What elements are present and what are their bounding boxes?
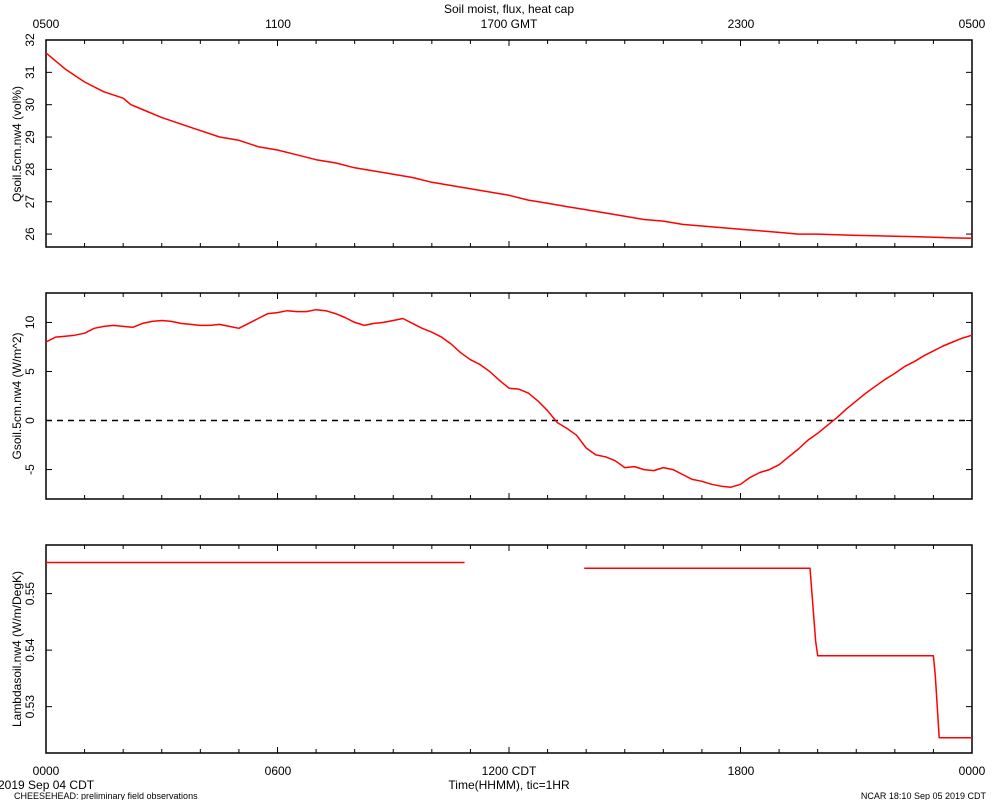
ylabel-flux: Gsoil.5cm.nw4 (W/m^2) bbox=[10, 333, 24, 460]
y-tick-label: 0 bbox=[23, 417, 37, 424]
x-axis-label: Time(HHMM), tic=1HR bbox=[448, 778, 570, 792]
y-tick-label: 0.53 bbox=[23, 695, 37, 719]
top-tick-label: 1100 bbox=[265, 17, 291, 31]
y-tick-label: 27 bbox=[23, 195, 37, 209]
bottom-tick-label: 1800 bbox=[728, 764, 755, 778]
y-tick-label: 5 bbox=[23, 368, 37, 375]
date-label: 2019 Sep 04 CDT bbox=[0, 778, 95, 792]
y-tick-label: 0.54 bbox=[23, 638, 37, 662]
top-tick-label: 0500 bbox=[33, 17, 60, 31]
top-tick-label: 1700 GMT bbox=[481, 17, 538, 31]
panel-frame-moisture bbox=[45, 39, 973, 248]
footer-right: NCAR 18:10 Sep 05 2019 CDT bbox=[861, 791, 987, 800]
y-tick-label: 30 bbox=[23, 98, 37, 112]
bottom-tick-label: 0600 bbox=[265, 764, 292, 778]
series-line bbox=[45, 52, 973, 240]
y-tick-label: 32 bbox=[23, 33, 37, 47]
series-line bbox=[45, 308, 973, 488]
ylabel-conductivity: Lambdasoil.nw4 (W/m/DegK) bbox=[10, 571, 24, 727]
bottom-tick-label: 0000 bbox=[959, 764, 986, 778]
y-tick-label: -5 bbox=[23, 464, 37, 475]
footer-left: CHEESEHEAD: preliminary field observatio… bbox=[14, 791, 198, 800]
top-tick-label: 2300 bbox=[728, 17, 755, 31]
y-tick-label: 29 bbox=[23, 130, 37, 144]
panel-frame-conductivity bbox=[45, 544, 973, 754]
ylabel-moisture: Qsoil.5cm.nw4 (vol%) bbox=[10, 86, 24, 202]
bottom-tick-label: 0000 bbox=[33, 764, 60, 778]
y-tick-label: 0.55 bbox=[23, 582, 37, 606]
y-tick-label: 26 bbox=[23, 227, 37, 241]
top-tick-label: 0500 bbox=[959, 17, 986, 31]
bottom-tick-label: 1200 CDT bbox=[482, 764, 537, 778]
y-tick-label: 31 bbox=[23, 65, 37, 79]
y-tick-label: 10 bbox=[23, 315, 37, 329]
chart-title: Soil moist, flux, heat cap bbox=[444, 2, 574, 16]
series-line bbox=[584, 567, 972, 739]
y-tick-label: 28 bbox=[23, 162, 37, 176]
